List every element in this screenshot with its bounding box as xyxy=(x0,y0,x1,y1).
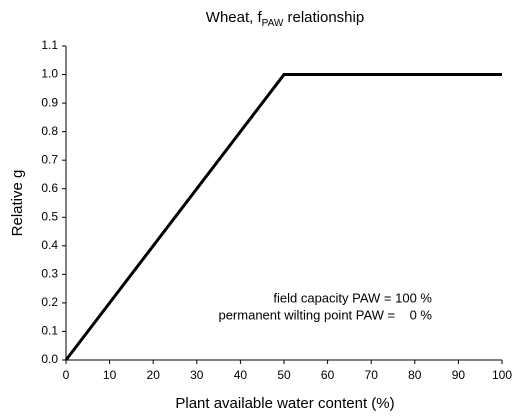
x-tick-label: 0 xyxy=(63,368,70,382)
y-tick-label: 0.0 xyxy=(41,352,58,366)
y-axis-label: Relative g xyxy=(9,170,26,237)
x-tick-label: 20 xyxy=(147,368,161,382)
chart-title: Wheat, fPAW relationship xyxy=(206,9,364,29)
y-tick-label: 0.5 xyxy=(41,209,58,223)
x-tick-label: 10 xyxy=(103,368,117,382)
x-tick-label: 40 xyxy=(234,368,248,382)
y-tick-label: 0.1 xyxy=(41,324,58,338)
x-tick-label: 100 xyxy=(492,368,512,382)
y-tick-label: 1.1 xyxy=(41,38,58,52)
title-text: Wheat, f xyxy=(206,9,263,26)
x-tick-label: 30 xyxy=(190,368,204,382)
y-tick-label: 0.2 xyxy=(41,295,58,309)
y-tick-label: 0.3 xyxy=(41,267,58,281)
annotation: permanent wilting point PAW = 0 % xyxy=(218,307,432,322)
y-tick-label: 0.8 xyxy=(41,124,58,138)
x-tick-label: 80 xyxy=(408,368,422,382)
title-subscript: PAW xyxy=(262,18,284,29)
y-tick-label: 0.6 xyxy=(41,181,58,195)
title-text: relationship xyxy=(283,9,364,26)
data-line xyxy=(64,73,502,361)
annotation: field capacity PAW = 100 % xyxy=(273,290,432,305)
x-tick-label: 70 xyxy=(365,368,379,382)
x-tick-label: 90 xyxy=(452,368,466,382)
y-tick-label: 1.0 xyxy=(41,67,58,81)
x-tick-label: 50 xyxy=(277,368,291,382)
x-tick-label: 60 xyxy=(321,368,335,382)
y-tick-label: 0.4 xyxy=(41,238,58,252)
x-axis-label: Plant available water content (%) xyxy=(175,395,394,412)
y-tick-label: 0.9 xyxy=(41,95,58,109)
y-tick-label: 0.7 xyxy=(41,152,58,166)
